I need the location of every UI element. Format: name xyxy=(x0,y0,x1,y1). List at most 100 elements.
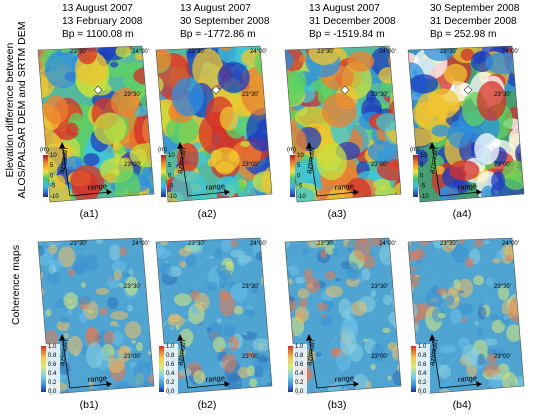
azimuth-label: azimuth xyxy=(427,339,440,366)
colorbar-tick: 0.4 xyxy=(48,371,57,377)
elevation-colorbar: (m)10 5 0 -5 -10 xyxy=(40,147,59,200)
range-label: range xyxy=(457,181,477,192)
panel-label-b1: (b1) xyxy=(79,399,99,411)
colorbar-tick: 0.6 xyxy=(295,362,304,368)
lat-tick-mid: 23°30' xyxy=(242,284,259,290)
colorbar-tick: 5 xyxy=(420,163,424,169)
range-label: range xyxy=(457,373,477,384)
lat-tick-low: 23°00' xyxy=(494,162,511,168)
lon-tick-left: 23°30' xyxy=(188,49,205,55)
azimuth-range-arrows: azimuth range xyxy=(175,334,230,389)
elevation-colorbar: (m)10 5 0 -5 -10 xyxy=(158,147,177,200)
map-texture xyxy=(38,46,154,202)
range-label: range xyxy=(205,181,225,192)
coherence-colorbar: 1.0 0.8 0.6 0.4 0.2 0.0 xyxy=(40,344,60,395)
lon-tick-right: 24°00' xyxy=(132,241,149,247)
lat-tick-low: 23°00' xyxy=(124,354,141,360)
header-date-2: 31 December 2008 xyxy=(430,16,517,27)
azimuth-label: azimuth xyxy=(57,339,70,366)
lat-tick-low: 23°00' xyxy=(371,162,388,168)
colorbar-tick: -10 xyxy=(297,194,306,200)
colorbar-unit: (m) xyxy=(40,147,49,153)
azimuth-range-arrows: azimuth range xyxy=(427,142,482,197)
colorbar-tick: -5 xyxy=(168,184,174,190)
colorbar-tick: 0.4 xyxy=(295,371,304,377)
panel-label-a4: (a4) xyxy=(452,208,472,220)
lon-tick-right: 24°00' xyxy=(379,49,396,55)
azimuth-range-arrows: azimuth range xyxy=(57,142,112,197)
header-baseline: Bp = -1519.84 m xyxy=(309,29,385,40)
coherence-map-1: 23°30' 24°00' 23°30' 23°00' azimuth range 1.0 0… xyxy=(30,236,162,398)
colorbar-unit: (m) xyxy=(287,147,296,153)
azimuth-range-arrows: azimuth range xyxy=(57,334,112,389)
colorbar-tick: 0.8 xyxy=(48,353,57,359)
range-label: range xyxy=(334,373,354,384)
colorbar-tick: 5 xyxy=(297,163,301,169)
row-label-elevation: Elevation difference between ALOS/PALSAR… xyxy=(4,20,28,200)
panel-label-a2: (a2) xyxy=(197,208,217,220)
colorbar-tick: 0.0 xyxy=(48,389,57,395)
colorbar-tick: -10 xyxy=(50,194,59,200)
row-label-text: Coherence maps xyxy=(10,245,22,325)
colorbar-tick: 0.8 xyxy=(295,353,304,359)
colorbar-tick: 10 xyxy=(168,153,175,159)
row-label-line-2: ALOS/PALSAR DEM and SRTM DEM xyxy=(16,21,28,199)
coherence-colorbar: 1.0 0.8 0.6 0.4 0.2 0.0 xyxy=(287,344,307,395)
elevation-map-3: 23°30' 24°00' 23°30' 23°00' azimuth range (m) 1… xyxy=(277,44,409,206)
colorbar-tick: 10 xyxy=(50,153,57,159)
colorbar-tick: 10 xyxy=(297,153,304,159)
colorbar-tick: 0.0 xyxy=(295,389,304,395)
row-label-line-1: Elevation difference between xyxy=(4,42,16,178)
map-texture xyxy=(408,238,524,394)
colorbar-tick: 0 xyxy=(420,173,424,179)
azimuth-label: azimuth xyxy=(57,147,70,174)
azimuth-range-arrows: azimuth range xyxy=(304,334,359,389)
lon-tick-right: 24°00' xyxy=(132,49,149,55)
header-date-1: 13 August 2007 xyxy=(62,3,133,14)
lat-tick-mid: 23°30' xyxy=(494,284,511,290)
colorbar-tick: 0.0 xyxy=(166,389,175,395)
reference-point-marker xyxy=(211,85,221,95)
colorbar-unit: (m) xyxy=(158,147,167,153)
coherence-colorbar: 1.0 0.8 0.6 0.4 0.2 0.0 xyxy=(410,344,430,395)
colorbar-tick: 1.0 xyxy=(295,344,304,350)
header-col-1: 13 August 2007 13 February 2008 Bp = 110… xyxy=(62,2,142,41)
colorbar-tick: -10 xyxy=(420,194,429,200)
azimuth-range-arrows: azimuth range xyxy=(175,142,230,197)
lon-tick-right: 24°00' xyxy=(379,241,396,247)
colorbar-tick: 0.2 xyxy=(418,380,427,386)
header-col-3: 13 August 2007 31 December 2008 Bp = -15… xyxy=(309,2,396,41)
lat-tick-low: 23°00' xyxy=(242,162,259,168)
colorbar-tick: 0.6 xyxy=(48,362,57,368)
azimuth-label: azimuth xyxy=(427,147,440,174)
colorbar-tick: 5 xyxy=(50,163,54,169)
header-date-1: 30 September 2008 xyxy=(430,3,520,14)
lon-tick-left: 23°30' xyxy=(317,241,334,247)
colorbar-tick: 1.0 xyxy=(418,344,427,350)
lat-tick-mid: 23°30' xyxy=(124,92,141,98)
colorbar-tick: 0.6 xyxy=(418,362,427,368)
header-date-1: 13 August 2007 xyxy=(180,3,251,14)
reference-point-marker xyxy=(340,85,350,95)
elevation-colorbar: (m)10 5 0 -5 -10 xyxy=(410,147,429,200)
lat-tick-mid: 23°30' xyxy=(371,92,388,98)
reference-point-marker xyxy=(93,85,103,95)
header-date-2: 30 September 2008 xyxy=(180,16,270,27)
lat-tick-mid: 23°30' xyxy=(242,92,259,98)
lon-tick-right: 24°00' xyxy=(502,241,519,247)
header-col-4: 30 September 2008 31 December 2008 Bp = … xyxy=(430,2,520,41)
colorbar-tick: 0.4 xyxy=(166,371,175,377)
elevation-map-1: 23°30' 24°00' 23°30' 23°00' azimuth range (m) 1… xyxy=(30,44,162,206)
header-date-1: 13 August 2007 xyxy=(309,3,380,14)
header-date-2: 13 February 2008 xyxy=(62,16,143,27)
azimuth-range-arrows: azimuth range xyxy=(427,334,482,389)
lon-tick-right: 24°00' xyxy=(250,241,267,247)
lon-tick-left: 23°30' xyxy=(440,49,457,55)
lat-tick-low: 23°00' xyxy=(242,354,259,360)
colorbar-tick: 1.0 xyxy=(166,344,175,350)
coherence-colorbar: 1.0 0.8 0.6 0.4 0.2 0.0 xyxy=(158,344,178,395)
lon-tick-right: 24°00' xyxy=(502,49,519,55)
colorbar-tick: -5 xyxy=(297,184,303,190)
colorbar-tick: -5 xyxy=(420,184,426,190)
azimuth-label: azimuth xyxy=(304,147,317,174)
